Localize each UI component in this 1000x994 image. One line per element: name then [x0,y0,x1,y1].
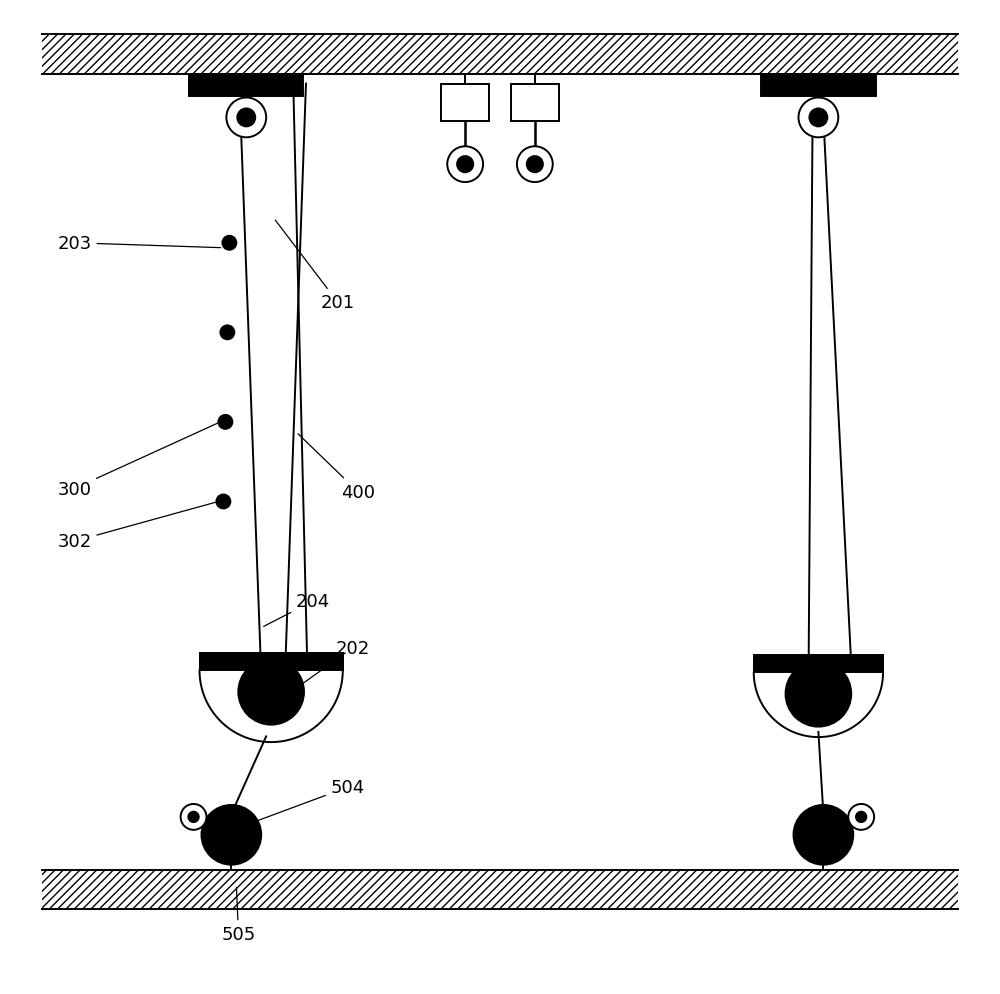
Circle shape [798,98,838,138]
Text: 302: 302 [57,503,216,551]
Circle shape [226,98,266,138]
Circle shape [238,659,304,725]
Circle shape [447,147,483,183]
Bar [761,75,876,96]
Circle shape [222,237,236,250]
Bar [189,75,303,96]
Bar [754,655,883,673]
Circle shape [237,109,255,127]
Text: 202: 202 [293,639,370,691]
Bar [42,870,958,910]
Circle shape [527,157,543,173]
Text: 300: 300 [57,423,218,498]
Text: 201: 201 [275,221,355,312]
Text: 505: 505 [221,888,256,943]
Text: 504: 504 [249,778,365,824]
Text: 203: 203 [57,235,221,252]
Circle shape [848,804,874,830]
Bar [42,35,958,75]
Bar [441,84,489,122]
Circle shape [181,804,206,830]
Bar [511,84,559,122]
Circle shape [216,495,230,509]
Circle shape [220,326,234,340]
Circle shape [457,157,473,173]
Text: 204: 204 [264,592,330,627]
Circle shape [188,812,199,822]
Bar [200,653,343,671]
Circle shape [218,415,232,429]
Circle shape [794,805,853,865]
Circle shape [786,661,851,727]
Text: 400: 400 [298,434,375,501]
Circle shape [809,109,827,127]
Circle shape [856,812,866,822]
Circle shape [202,805,261,865]
Circle shape [517,147,553,183]
